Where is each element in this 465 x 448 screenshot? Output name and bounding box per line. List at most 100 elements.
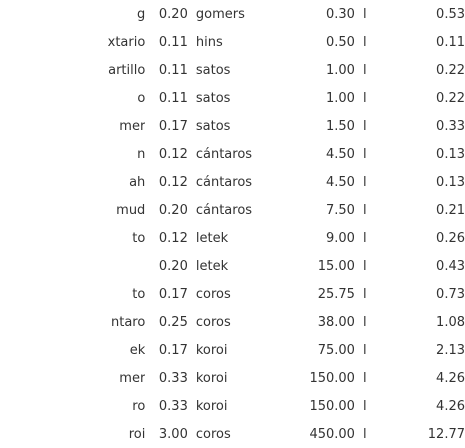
row-liters-unit-cell: l bbox=[355, 28, 413, 56]
row-unit-text: satos bbox=[195, 90, 231, 106]
row-liters-unit-text: l bbox=[362, 6, 367, 22]
row-liters-unit-text: l bbox=[362, 62, 367, 78]
row-liters-value-cell: 1.50 bbox=[279, 112, 355, 140]
row-ratio-text: 0.26 bbox=[436, 230, 465, 246]
row-liters-value-text: 15.00 bbox=[317, 258, 355, 274]
row-liters-unit-cell: l bbox=[355, 56, 413, 84]
row-name-text: ah bbox=[129, 174, 146, 190]
row-name-cell: ah bbox=[0, 168, 145, 196]
row-name-cell: mud bbox=[0, 196, 145, 224]
row-liters-unit-cell: l bbox=[355, 252, 413, 280]
row-name-cell: ro bbox=[0, 392, 145, 420]
row-unit-cell: koroi bbox=[188, 364, 279, 392]
row-value-text: 0.33 bbox=[158, 398, 188, 414]
row-liters-value-cell: 9.00 bbox=[279, 224, 355, 252]
row-name-cell: g bbox=[0, 0, 145, 28]
row-value-text: 0.11 bbox=[158, 90, 188, 106]
row-ratio-cell: 4.26 bbox=[413, 392, 465, 420]
row-value-text: 0.20 bbox=[158, 202, 188, 218]
table-row: mer 0.17 satos 1.50 l 0.33 bbox=[0, 112, 465, 140]
row-liters-unit-cell: l bbox=[355, 196, 413, 224]
row-liters-value-cell: 15.00 bbox=[279, 252, 355, 280]
row-value-cell: 0.33 bbox=[145, 364, 188, 392]
row-ratio-text: 0.53 bbox=[436, 6, 465, 22]
row-value-cell: 0.33 bbox=[145, 392, 188, 420]
table-row: o 0.11 satos 1.00 l 0.22 bbox=[0, 84, 465, 112]
row-liters-value-text: 75.00 bbox=[317, 342, 355, 358]
row-value-cell: 0.11 bbox=[145, 56, 188, 84]
row-name-text: roi bbox=[128, 426, 146, 442]
row-name-text: mud bbox=[116, 202, 146, 218]
row-name-text: artillo bbox=[108, 62, 146, 78]
table-row: mud 0.20 cántaros 7.50 l 0.21 bbox=[0, 196, 465, 224]
row-liters-value-text: 7.50 bbox=[326, 202, 355, 218]
row-liters-unit-text: l bbox=[362, 286, 367, 302]
row-liters-value-cell: 38.00 bbox=[279, 308, 355, 336]
table-row: ah 0.12 cántaros 4.50 l 0.13 bbox=[0, 168, 465, 196]
row-liters-value-text: 25.75 bbox=[317, 286, 355, 302]
table-row: roi 3.00 coros 450.00 l 12.77 bbox=[0, 420, 465, 448]
row-liters-value-text: 1.00 bbox=[326, 90, 355, 106]
row-liters-unit-text: l bbox=[362, 426, 367, 442]
row-name-text: ro bbox=[132, 398, 146, 414]
row-unit-cell: coros bbox=[188, 308, 279, 336]
row-value-cell: 0.12 bbox=[145, 224, 188, 252]
row-ratio-text: 12.77 bbox=[427, 426, 465, 442]
row-unit-text: letek bbox=[195, 230, 229, 246]
row-unit-cell: gomers bbox=[188, 0, 279, 28]
row-ratio-cell: 12.77 bbox=[413, 420, 465, 448]
row-unit-text: gomers bbox=[195, 6, 245, 22]
row-unit-cell: hins bbox=[188, 28, 279, 56]
row-ratio-cell: 0.11 bbox=[413, 28, 465, 56]
table-row: artillo 0.11 satos 1.00 l 0.22 bbox=[0, 56, 465, 84]
row-value-text: 0.11 bbox=[158, 34, 188, 50]
row-ratio-cell: 0.43 bbox=[413, 252, 465, 280]
row-liters-value-cell: 4.50 bbox=[279, 140, 355, 168]
row-liters-unit-text: l bbox=[362, 174, 367, 190]
row-ratio-cell: 4.26 bbox=[413, 364, 465, 392]
row-liters-unit-cell: l bbox=[355, 392, 413, 420]
row-unit-cell: letek bbox=[188, 252, 279, 280]
row-liters-value-text: 150.00 bbox=[309, 398, 355, 414]
row-liters-unit-text: l bbox=[362, 370, 367, 386]
row-value-cell: 3.00 bbox=[145, 420, 188, 448]
table-row: mer 0.33 koroi 150.00 l 4.26 bbox=[0, 364, 465, 392]
row-name-text: to bbox=[132, 286, 146, 302]
row-liters-unit-text: l bbox=[362, 230, 367, 246]
table-row: 0.20 letek 15.00 l 0.43 bbox=[0, 252, 465, 280]
row-value-text: 0.12 bbox=[158, 230, 188, 246]
row-liters-value-cell: 0.50 bbox=[279, 28, 355, 56]
row-liters-value-cell: 450.00 bbox=[279, 420, 355, 448]
row-name-cell: to bbox=[0, 280, 145, 308]
row-value-text: 0.12 bbox=[158, 146, 188, 162]
row-unit-text: coros bbox=[195, 286, 231, 302]
row-liters-value-text: 450.00 bbox=[309, 426, 355, 442]
table-row: to 0.17 coros 25.75 l 0.73 bbox=[0, 280, 465, 308]
row-value-text: 0.17 bbox=[158, 286, 188, 302]
row-name-cell: artillo bbox=[0, 56, 145, 84]
row-ratio-cell: 0.73 bbox=[413, 280, 465, 308]
row-value-cell: 0.11 bbox=[145, 28, 188, 56]
table-row: ek 0.17 koroi 75.00 l 2.13 bbox=[0, 336, 465, 364]
row-liters-unit-text: l bbox=[362, 202, 367, 218]
row-name-cell[interactable] bbox=[0, 252, 145, 280]
row-liters-unit-text: l bbox=[362, 342, 367, 358]
row-unit-cell: satos bbox=[188, 112, 279, 140]
row-name-text: ek bbox=[129, 342, 146, 358]
row-ratio-text: 0.33 bbox=[436, 118, 465, 134]
row-liters-unit-cell: l bbox=[355, 280, 413, 308]
row-unit-text: koroi bbox=[195, 370, 228, 386]
row-value-text: 0.17 bbox=[158, 342, 188, 358]
row-liters-value-cell: 1.00 bbox=[279, 84, 355, 112]
row-liters-unit-cell: l bbox=[355, 308, 413, 336]
row-name-cell: o bbox=[0, 84, 145, 112]
row-ratio-text: 0.21 bbox=[436, 202, 465, 218]
row-value-text: 3.00 bbox=[158, 426, 188, 442]
row-ratio-cell: 1.08 bbox=[413, 308, 465, 336]
table-row: n 0.12 cántaros 4.50 l 0.13 bbox=[0, 140, 465, 168]
row-liters-value-cell: 75.00 bbox=[279, 336, 355, 364]
row-value-cell: 0.20 bbox=[145, 196, 188, 224]
row-name-text: mer bbox=[119, 118, 146, 134]
row-liters-value-cell: 150.00 bbox=[279, 364, 355, 392]
row-value-cell: 0.20 bbox=[145, 0, 188, 28]
